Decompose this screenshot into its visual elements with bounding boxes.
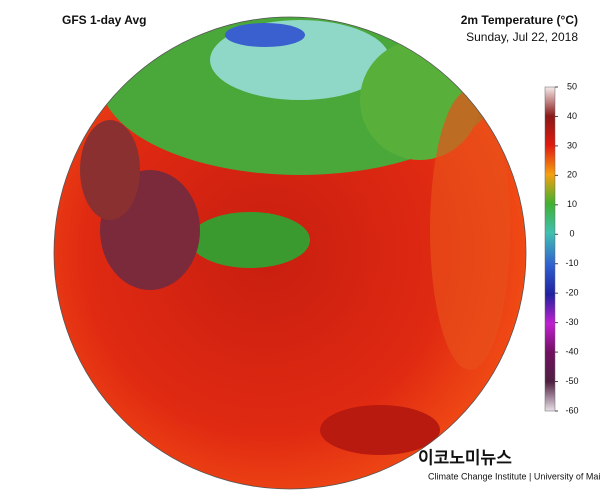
colorbar xyxy=(544,86,556,412)
tick-label: -50 xyxy=(565,376,578,386)
date: Sunday, Jul 22, 2018 xyxy=(466,30,578,44)
tick-label: 20 xyxy=(567,170,577,180)
tick-label: -60 xyxy=(565,405,578,415)
tick-label: 0 xyxy=(569,229,574,239)
tick-label: -30 xyxy=(565,317,578,327)
tick-label: 40 xyxy=(567,111,577,121)
watermark: 이코노미뉴스 xyxy=(418,448,512,467)
variable: 2m Temperature (°C) xyxy=(461,13,578,27)
credit: Climate Change Institute | University of… xyxy=(428,471,600,481)
tick-label: -40 xyxy=(565,346,578,356)
tick-label: -20 xyxy=(565,288,578,298)
colorbar-ticks: 50 40 30 20 10 0 -10 -20 -30 -40 -50 -60 xyxy=(555,81,579,415)
tick-label: 30 xyxy=(567,140,577,150)
tick-label: 10 xyxy=(567,199,577,209)
globe xyxy=(53,16,527,490)
title: GFS 1-day Avg xyxy=(62,13,146,27)
tick-label: -10 xyxy=(565,258,578,268)
tick-label: 50 xyxy=(567,81,577,91)
